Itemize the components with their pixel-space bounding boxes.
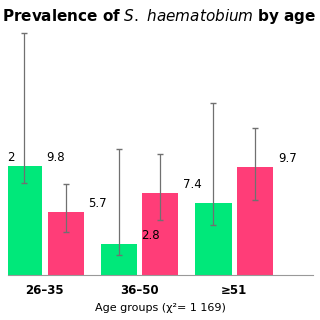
Bar [237, 167, 273, 275]
Text: 5.7: 5.7 [88, 197, 107, 210]
X-axis label: Age groups (χ²= 1 169): Age groups (χ²= 1 169) [95, 303, 226, 313]
Bar [6, 166, 42, 275]
Bar [101, 244, 137, 275]
Bar [48, 212, 84, 275]
Text: 2.8: 2.8 [141, 229, 160, 242]
Text: 2: 2 [7, 151, 14, 164]
Text: 9.8: 9.8 [47, 151, 65, 164]
Bar [196, 203, 231, 275]
Text: 9.7: 9.7 [278, 153, 297, 165]
Text: $\bf{Prevalence\ of}$ $\it{S.\ haematobium}$ $\bf{by\ age\ and\ sex}$: $\bf{Prevalence\ of}$ $\it{S.\ haematobi… [2, 7, 320, 26]
Bar [142, 193, 179, 275]
Text: 7.4: 7.4 [183, 178, 202, 191]
